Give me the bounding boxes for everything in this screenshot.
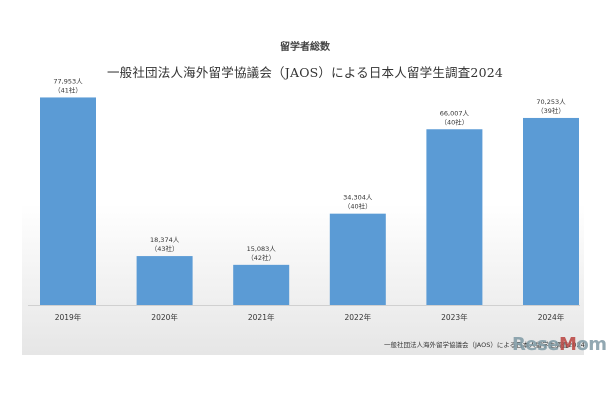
source-note: 一般社団法人海外留学協議会（JAOS）による日本人留学生調査2024 — [384, 341, 585, 349]
value-label-1: 77,953人 — [53, 77, 83, 85]
chart-title: 留学者総数 — [280, 42, 330, 53]
bar-4 — [329, 213, 386, 305]
count-label-6: （39社） — [537, 106, 565, 115]
count-label-3: （42社） — [247, 253, 275, 262]
value-label-3: 15,083人 — [247, 245, 277, 253]
count-label-4: （40社） — [344, 202, 372, 211]
value-label-5: 66,007人 — [440, 109, 470, 117]
value-label-6: 70,253人 — [536, 98, 566, 106]
bar-5 — [426, 129, 483, 305]
value-label-2: 18,374人 — [150, 236, 180, 244]
category-label-3: 2021年 — [248, 312, 275, 322]
bar-1 — [40, 97, 96, 305]
category-label-2: 2020年 — [151, 312, 178, 322]
category-label-6: 2024年 — [538, 312, 565, 322]
count-label-5: （40社） — [441, 117, 469, 126]
category-label-4: 2022年 — [345, 312, 372, 322]
category-label-5: 2023年 — [441, 312, 468, 322]
bar-2 — [136, 256, 193, 305]
count-label-2: （43社） — [151, 244, 179, 253]
chart-background — [22, 20, 584, 355]
count-label-1: （41社） — [54, 85, 82, 94]
resemom-logo: ReseMom — [512, 334, 607, 355]
category-label-1: 2019年 — [55, 312, 82, 322]
bar-3 — [233, 264, 290, 305]
chart-subtitle: 一般社団法人海外留学協議会（JAOS）による日本人留学生調査2024 — [106, 65, 504, 80]
value-label-4: 34,304人 — [343, 194, 373, 202]
bar-6 — [523, 117, 579, 305]
